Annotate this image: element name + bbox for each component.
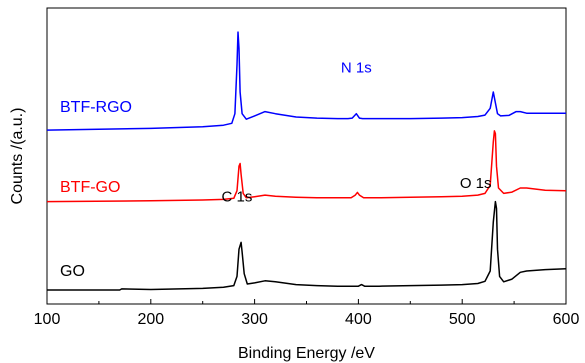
y-axis-label: Counts /(a.u.) [9,108,26,205]
x-tick-label: 200 [137,311,164,328]
x-axis-label: Binding Energy /eV [238,345,375,362]
x-tick-label: 100 [34,311,61,328]
x-tick-label: 500 [449,311,476,328]
series-label-btf-go: BTF-GO [60,179,120,196]
x-tick-label: 300 [241,311,268,328]
series-label-go: GO [60,263,85,280]
peak-annotation: O 1s [460,175,492,192]
x-tick-label: 400 [345,311,372,328]
series-labels: BTF-RGO BTF-GO GO [60,99,132,280]
series-line-btf-rgo [46,31,566,131]
peak-annotation: C 1s [222,189,253,206]
peak-annotation: N 1s [341,59,372,76]
series-line-btf-go [46,130,567,203]
curves-layer [46,31,567,291]
plot-area-frame [46,7,567,305]
annotations: N 1s C 1s O 1s [222,59,492,205]
series-line-go [47,200,567,291]
x-tick-label: 600 [553,311,580,328]
x-axis-ticks: 100 200 300 400 500 600 [34,299,580,328]
series-label-btf-rgo: BTF-RGO [60,99,132,116]
